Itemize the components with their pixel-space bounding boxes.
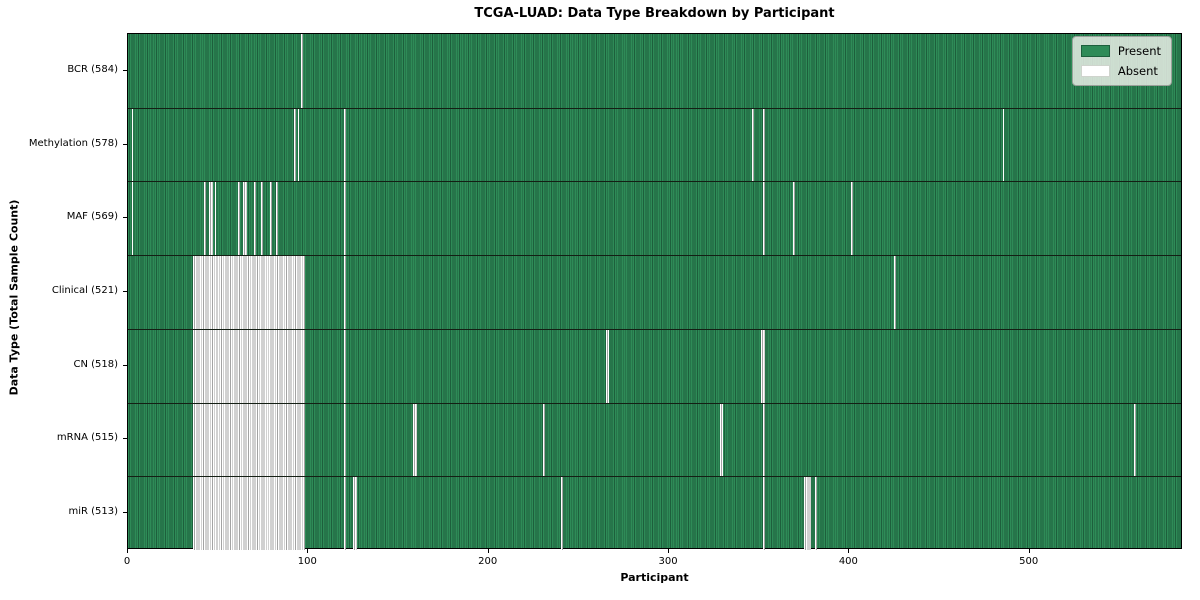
- y-tick-mark: [123, 438, 127, 440]
- row-separator: [128, 476, 1181, 478]
- absent-segment: [1134, 402, 1137, 477]
- y-tick-mark: [123, 143, 127, 145]
- y-tick-label: Clinical (521): [51, 285, 118, 296]
- absent-segment: [560, 476, 563, 550]
- legend-entry-present: Present: [1080, 44, 1161, 58]
- x-tick-mark: [1028, 549, 1030, 553]
- y-tick-mark: [123, 364, 127, 366]
- x-tick-mark: [487, 549, 489, 553]
- absent-segment: [238, 181, 240, 256]
- absent-segment: [761, 328, 765, 403]
- absent-segment: [131, 107, 134, 182]
- row-separator: [128, 328, 1181, 330]
- y-tick-label: mRNA (515): [56, 432, 118, 444]
- y-tick-mark: [123, 217, 127, 219]
- y-tick-mark: [123, 69, 127, 71]
- absent-segment: [762, 107, 765, 182]
- x-tick-label: 100: [297, 556, 317, 567]
- absent-segment: [412, 402, 417, 477]
- absent-segment: [275, 181, 278, 256]
- x-tick-label: 0: [123, 556, 131, 567]
- x-tick-mark: [307, 549, 309, 553]
- absent-segment: [297, 107, 300, 182]
- legend-absent-label: Absent: [1117, 64, 1158, 78]
- row-separator: [128, 402, 1181, 404]
- y-tick-mark: [123, 291, 127, 292]
- absent-segment: [353, 476, 358, 550]
- absent-segment: [751, 107, 754, 182]
- absent-segment: [344, 402, 347, 477]
- chart-title: TCGA-LUAD: Data Type Breakdown by Partic…: [474, 6, 835, 21]
- legend-present-label: Present: [1117, 44, 1161, 58]
- absent-swatch: [1080, 65, 1110, 77]
- absent-segment: [293, 107, 296, 182]
- legend: Present Absent: [1071, 36, 1172, 86]
- present-swatch: [1080, 45, 1110, 57]
- absent-segment: [243, 181, 247, 256]
- absent-segment: [344, 476, 347, 550]
- absent-segment: [344, 181, 347, 256]
- y-tick-label: miR (513): [68, 506, 118, 518]
- absent-segment: [851, 181, 853, 256]
- absent-segment: [261, 181, 264, 256]
- x-tick-label: 500: [1019, 556, 1039, 567]
- absent-segment: [301, 34, 303, 108]
- x-tick-mark: [127, 549, 128, 553]
- x-axis-title: Participant: [620, 571, 689, 584]
- absent-segment: [209, 181, 213, 256]
- absent-segment: [804, 476, 812, 550]
- x-tick-mark: [848, 549, 850, 553]
- absent-segment: [192, 402, 305, 477]
- row-separator: [128, 255, 1181, 257]
- x-tick-label: 400: [838, 556, 858, 567]
- absent-segment: [344, 328, 347, 403]
- absent-segment: [762, 181, 765, 256]
- x-tick-label: 300: [658, 556, 678, 567]
- absent-segment: [344, 255, 347, 329]
- y-axis-title: Data Type (Total Sample Count): [7, 199, 21, 396]
- legend-entry-absent: Absent: [1080, 64, 1161, 78]
- absent-segment: [254, 181, 257, 256]
- y-tick-label: Methylation (578): [28, 137, 118, 149]
- row-separator: [128, 107, 1181, 109]
- absent-segment: [214, 181, 217, 256]
- absent-segment: [192, 476, 305, 550]
- y-tick-label: MAF (569): [66, 211, 118, 223]
- absent-segment: [719, 402, 724, 477]
- y-tick-mark: [123, 512, 127, 514]
- absent-segment: [894, 255, 897, 329]
- absent-segment: [793, 181, 796, 256]
- absent-segment: [762, 402, 765, 477]
- absent-segment: [815, 476, 817, 550]
- absent-segment: [605, 328, 610, 403]
- x-tick-mark: [668, 549, 670, 553]
- absent-segment: [131, 181, 134, 256]
- row-separator: [128, 181, 1181, 183]
- absent-segment: [270, 181, 273, 256]
- absent-segment: [203, 181, 206, 256]
- y-tick-label: CN (518): [73, 358, 118, 370]
- absent-segment: [1002, 107, 1005, 182]
- x-tick-label: 200: [478, 556, 498, 567]
- absent-segment: [344, 107, 347, 182]
- y-tick-label: BCR (584): [67, 63, 118, 75]
- plot-area: [127, 33, 1182, 550]
- absent-segment: [192, 328, 305, 403]
- absent-segment: [192, 255, 305, 329]
- absent-segment: [542, 402, 545, 477]
- absent-segment: [762, 476, 765, 550]
